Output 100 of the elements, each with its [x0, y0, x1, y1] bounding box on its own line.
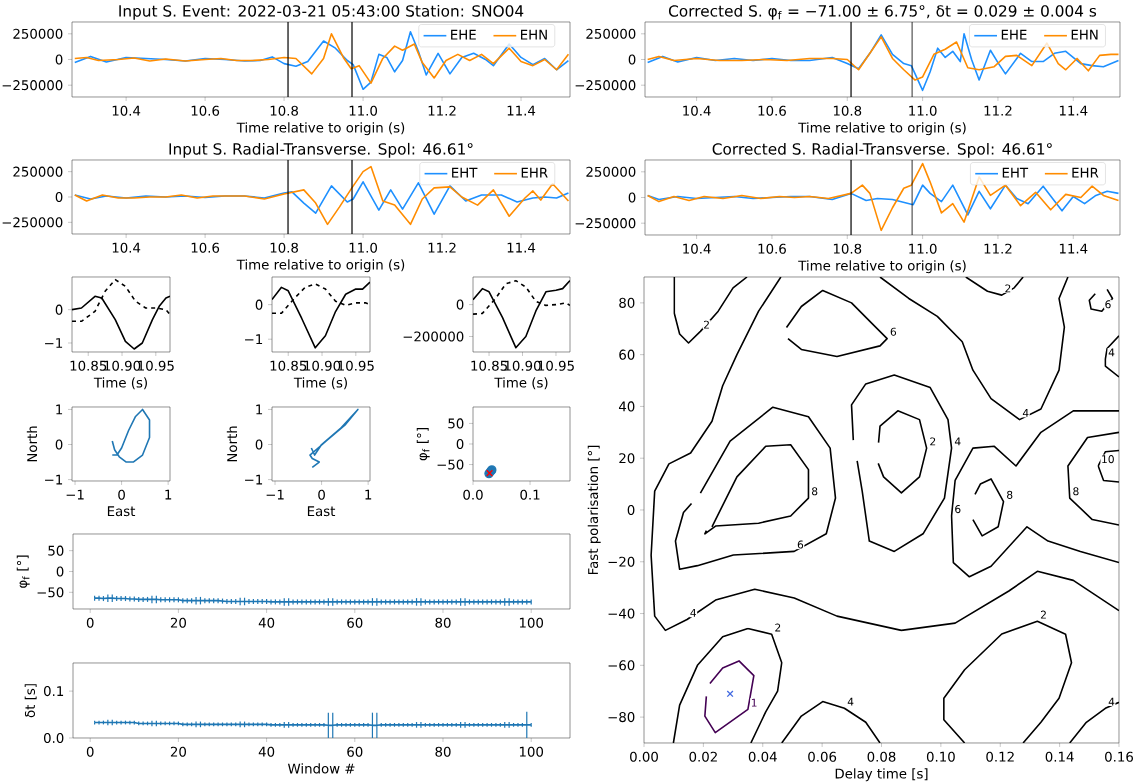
series-label: 8: [1073, 487, 1079, 496]
legend-label: EHN: [1071, 29, 1098, 40]
y-tick-label: −50: [37, 587, 64, 598]
y-tick-label: 1: [56, 404, 63, 415]
series-label: 6: [797, 540, 804, 549]
legend-label: EHE: [1001, 29, 1027, 40]
x-tick-label: 80: [435, 617, 451, 628]
x-tick-label: 0.1: [520, 489, 540, 500]
y-axis-title: φ$_{f}$ [°]: [16, 555, 30, 588]
y-tick-label: −1: [45, 338, 63, 348]
y-tick-label: −250000: [2, 80, 63, 91]
x-axis-title: Time (s): [494, 377, 548, 390]
legend-label: EHT: [1002, 167, 1029, 178]
y-tick-label: −250000: [575, 80, 636, 91]
legend-label: EHE: [451, 29, 476, 40]
y-tick-label: 60: [619, 349, 635, 360]
y-tick-label: −1: [245, 334, 263, 345]
x-tick-label: 11.0: [349, 105, 378, 116]
chart-title: Input S. Radial-Transverse. Spol: 46.61°: [169, 142, 473, 158]
x-axis-title: Time relative to origin (s): [236, 122, 405, 136]
y-tick-label: 1: [256, 404, 263, 415]
y-tick-label: 0: [55, 439, 63, 450]
y-tick-label: 50: [448, 418, 464, 429]
x-tick-label: 10.4: [112, 105, 141, 116]
x-tick-label: 0.14: [1045, 751, 1074, 762]
series-label: 6: [1105, 300, 1111, 309]
x-tick-label: 1: [365, 489, 372, 500]
series-label: 4: [1022, 409, 1029, 417]
x-axis-title: Window #: [287, 763, 355, 774]
y-tick-label: 50: [48, 545, 64, 556]
series-label: 2: [930, 437, 936, 446]
series-label: 4: [1108, 348, 1115, 357]
x-tick-label: 11.2: [428, 105, 456, 116]
x-tick-label: −1: [66, 489, 84, 500]
x-tick-label: 10.4: [683, 243, 711, 254]
y-tick-label: 250000: [13, 166, 63, 177]
y-tick-label: 80: [619, 297, 635, 308]
y-axis-title: δt [s]: [24, 684, 37, 718]
x-tick-label: 0: [86, 617, 94, 628]
chart-title: Corrected S. Radial-Transverse. Spol: 46.61°: [712, 142, 1052, 158]
series-label: 6: [955, 505, 961, 514]
legend-label: EHN: [521, 29, 547, 40]
series-label: 10: [1102, 455, 1114, 464]
x-tick-label: −1: [266, 489, 284, 500]
x-tick-label: 0.16: [1105, 751, 1133, 762]
x-tick-label: 0: [118, 489, 125, 500]
legend-label: EHR: [521, 167, 548, 178]
x-axis-title: Time relative to origin (s): [798, 260, 966, 274]
x-axis-title: Delay time [s]: [835, 768, 928, 782]
y-tick-label: −80: [608, 712, 635, 723]
x-tick-label: 1: [165, 489, 172, 500]
x-axis-title: Time relative to origin (s): [236, 259, 405, 273]
x-tick-label: 11.4: [507, 105, 536, 116]
y-tick-label: −50: [437, 459, 464, 470]
y-tick-label: −250000: [575, 218, 636, 229]
x-tick-label: 20: [170, 617, 187, 628]
y-tick-label: 250000: [586, 28, 636, 39]
y-tick-label: −1: [245, 474, 263, 485]
x-tick-label: 60: [347, 746, 363, 757]
series-label: 1: [751, 698, 757, 707]
y-axis-title: φ$_{f}$ [°]: [416, 428, 430, 461]
y-tick-label: 20: [619, 453, 635, 464]
y-tick-label: 0.1: [43, 686, 64, 697]
y-tick-label: 0: [55, 54, 63, 65]
legend-label: EHT: [452, 167, 478, 178]
y-tick-label: 0: [628, 54, 636, 65]
legend-label: EHR: [1072, 167, 1099, 178]
series-label: 2: [703, 320, 709, 329]
x-tick-label: 10.4: [683, 105, 711, 116]
x-tick-label: 100: [519, 617, 544, 628]
y-tick-label: −60: [608, 660, 635, 671]
x-tick-label: 11.4: [1059, 105, 1088, 116]
series-label: 6: [890, 327, 897, 336]
series-label: 4: [954, 437, 961, 446]
x-tick-label: 11.0: [909, 105, 937, 116]
x-tick-label: 10.8: [270, 242, 299, 253]
x-tick-label: 10.6: [758, 243, 786, 254]
x-tick-label: 20: [170, 746, 187, 757]
y-tick-label: 0: [255, 299, 263, 310]
x-axis-title: East: [307, 506, 336, 517]
chart-title: Corrected S. φ$_{f}$ = −71.00 ± 6.75°, δt = 0.029 ± 0.004 s: [668, 4, 1097, 20]
x-axis-title: Time (s): [293, 377, 347, 390]
y-tick-label: 0: [55, 304, 63, 315]
y-axis-title: North: [26, 426, 38, 462]
y-tick-label: −200000: [403, 331, 464, 342]
series-label: 4: [1108, 697, 1115, 706]
x-tick-label: 11.0: [349, 242, 378, 253]
y-tick-label: 0.0: [43, 732, 64, 744]
x-tick-label: 0.12: [986, 751, 1014, 762]
series-label: 4: [847, 697, 854, 706]
x-tick-label: 11.4: [507, 242, 536, 253]
x-tick-label: 10.8: [833, 243, 862, 254]
x-tick-label: 0.02: [689, 751, 717, 762]
y-tick-label: 250000: [13, 28, 63, 39]
y-tick-label: 0: [255, 439, 263, 450]
x-tick-label: 11.4: [1059, 243, 1088, 254]
y-axis-title: Fast polarisation [°]: [587, 445, 601, 575]
series-label: 2: [775, 623, 781, 632]
y-tick-label: 0: [456, 299, 464, 310]
y-axis-title: North: [226, 426, 238, 462]
